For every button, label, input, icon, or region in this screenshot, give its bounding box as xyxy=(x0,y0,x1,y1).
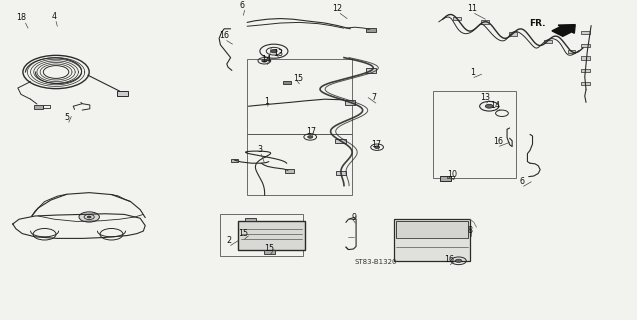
Text: 13: 13 xyxy=(273,49,283,58)
Circle shape xyxy=(271,50,277,53)
Bar xyxy=(366,28,376,32)
Bar xyxy=(34,105,43,109)
Bar xyxy=(509,32,517,36)
Text: 6: 6 xyxy=(240,1,245,10)
Bar xyxy=(481,20,489,24)
Circle shape xyxy=(375,146,380,148)
Circle shape xyxy=(87,216,91,218)
Text: 14: 14 xyxy=(490,101,501,110)
Bar xyxy=(336,139,346,143)
Circle shape xyxy=(262,60,267,62)
Bar xyxy=(544,40,552,43)
Text: FR.: FR. xyxy=(529,19,546,28)
Bar xyxy=(247,59,352,134)
Bar xyxy=(581,44,590,47)
Circle shape xyxy=(485,104,493,108)
Bar xyxy=(43,105,50,108)
Text: 17: 17 xyxy=(371,140,381,149)
Bar xyxy=(433,91,516,178)
Circle shape xyxy=(79,212,99,222)
Bar xyxy=(440,176,451,181)
Text: 6: 6 xyxy=(520,177,525,186)
Text: 4: 4 xyxy=(52,12,57,21)
Bar xyxy=(453,17,461,20)
Text: 1: 1 xyxy=(470,68,475,77)
Text: 3: 3 xyxy=(257,145,262,154)
Bar xyxy=(581,82,590,85)
Text: 17: 17 xyxy=(306,127,316,136)
Bar xyxy=(285,169,294,173)
Text: 18: 18 xyxy=(16,13,26,22)
Bar xyxy=(231,159,238,162)
Text: 10: 10 xyxy=(447,170,457,179)
Text: 8: 8 xyxy=(468,226,473,235)
Text: 16: 16 xyxy=(444,255,454,264)
Bar xyxy=(283,81,291,84)
Bar xyxy=(345,100,355,105)
Bar xyxy=(396,221,468,238)
Text: 15: 15 xyxy=(293,74,303,83)
Bar xyxy=(117,91,128,96)
Bar xyxy=(581,31,590,34)
Text: 1: 1 xyxy=(264,97,269,106)
FancyArrow shape xyxy=(552,25,575,36)
Text: 13: 13 xyxy=(480,93,490,102)
Circle shape xyxy=(308,136,313,138)
Text: 15: 15 xyxy=(238,229,248,238)
Bar xyxy=(581,69,590,72)
Text: 12: 12 xyxy=(333,4,343,13)
Text: 2: 2 xyxy=(227,236,232,245)
Text: 15: 15 xyxy=(264,244,275,253)
Bar xyxy=(264,250,275,254)
Bar xyxy=(581,56,590,60)
Bar xyxy=(238,221,305,250)
Bar xyxy=(220,214,303,256)
Text: 5: 5 xyxy=(64,113,69,122)
Text: 16: 16 xyxy=(219,31,229,40)
Text: 7: 7 xyxy=(371,93,376,102)
Text: 9: 9 xyxy=(352,213,357,222)
Text: 11: 11 xyxy=(468,4,478,13)
Text: 14: 14 xyxy=(261,55,271,64)
Text: ST83-B1320: ST83-B1320 xyxy=(355,259,397,265)
Circle shape xyxy=(455,259,462,262)
Text: 16: 16 xyxy=(493,137,503,146)
Bar xyxy=(568,50,575,53)
Bar xyxy=(394,219,470,261)
Bar xyxy=(245,218,256,221)
Bar xyxy=(366,68,376,73)
Bar xyxy=(447,176,454,178)
Bar xyxy=(247,134,352,195)
Bar xyxy=(336,171,346,175)
